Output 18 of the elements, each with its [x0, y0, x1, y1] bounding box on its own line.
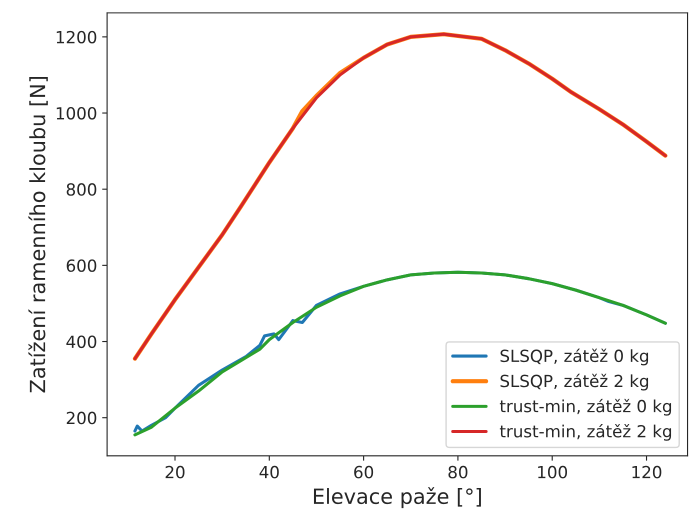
- x-tick-label: 120: [632, 466, 662, 478]
- y-tick-label: 200: [66, 412, 96, 424]
- legend-label: SLSQP, zátěž 0 kg: [500, 348, 648, 366]
- y-tick-label: 800: [66, 183, 96, 196]
- x-tick-label: 20: [166, 466, 184, 478]
- y-tick-label: 1000: [56, 106, 96, 120]
- legend-label: trust-min, zátěž 0 kg: [500, 398, 672, 416]
- x-tick-label: 100: [538, 466, 568, 478]
- legend-label: SLSQP, zátěž 2 kg: [500, 374, 648, 391]
- y-tick-label: 400: [66, 335, 96, 348]
- x-tick-label: 80: [448, 466, 468, 478]
- y-axis-title: Zatížení ramenního kloubu [N]: [28, 76, 48, 393]
- x-axis-title: Elevace paže [°]: [314, 487, 481, 508]
- x-tick-label: 60: [354, 466, 374, 478]
- y-tick-label: 600: [66, 259, 96, 272]
- y-tick-label: 1200: [56, 30, 96, 44]
- legend-label: trust-min, zátěž 2 kg: [500, 424, 672, 441]
- x-tick-label: 40: [260, 466, 279, 478]
